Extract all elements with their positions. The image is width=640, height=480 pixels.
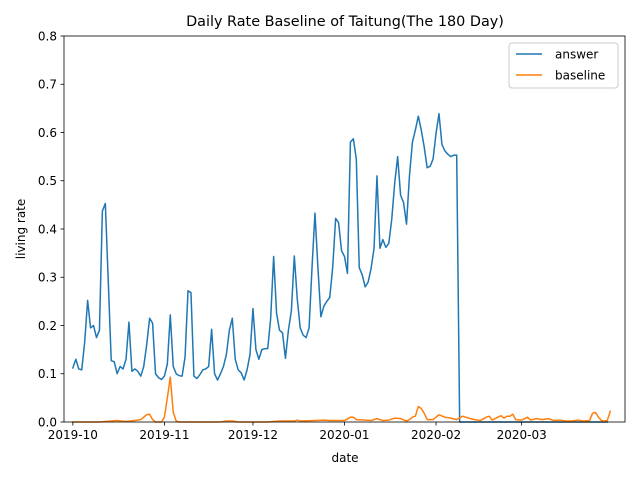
y-tick-label: 0.4	[38, 222, 57, 236]
y-tick-label: 0.7	[38, 78, 57, 92]
y-tick-label: 0.0	[38, 415, 57, 429]
plot-area	[63, 35, 626, 423]
x-tick-label: 2020-01	[319, 428, 369, 442]
y-tick-label: 0.6	[38, 126, 57, 140]
x-tick-label: 2020-02	[411, 428, 461, 442]
x-tick-label: 2020-03	[497, 428, 547, 442]
x-axis-title: date	[331, 451, 358, 465]
y-axis-title: living rate	[14, 199, 28, 260]
series-line-baseline	[72, 376, 612, 423]
x-tick-label: 2019-12	[228, 428, 278, 442]
x-tick-label: 2019-11	[139, 428, 189, 442]
x-tick-label: 2019-10	[48, 428, 98, 442]
y-axis: 0.0 0.1 0.2 0.3 0.4 0.5 0.6 0.7 0.8	[38, 29, 64, 429]
series-line-answer	[71, 112, 609, 423]
chart-title: Daily Rate Baseline of Taitung(The 180 D…	[186, 14, 504, 30]
plot-frame	[63, 35, 626, 423]
y-tick-label: 0.2	[38, 319, 57, 333]
legend: answer baseline	[508, 42, 619, 89]
y-tick-label: 0.1	[38, 367, 57, 381]
legend-label-baseline: baseline	[555, 68, 605, 82]
y-tick-label: 0.3	[38, 271, 57, 285]
legend-label-answer: answer	[555, 47, 598, 61]
y-tick-label: 0.8	[38, 29, 57, 43]
x-axis: 2019-10 2019-11 2019-12 2020-01 2020-02 2020-…	[48, 422, 547, 442]
y-tick-label: 0.5	[38, 174, 57, 188]
